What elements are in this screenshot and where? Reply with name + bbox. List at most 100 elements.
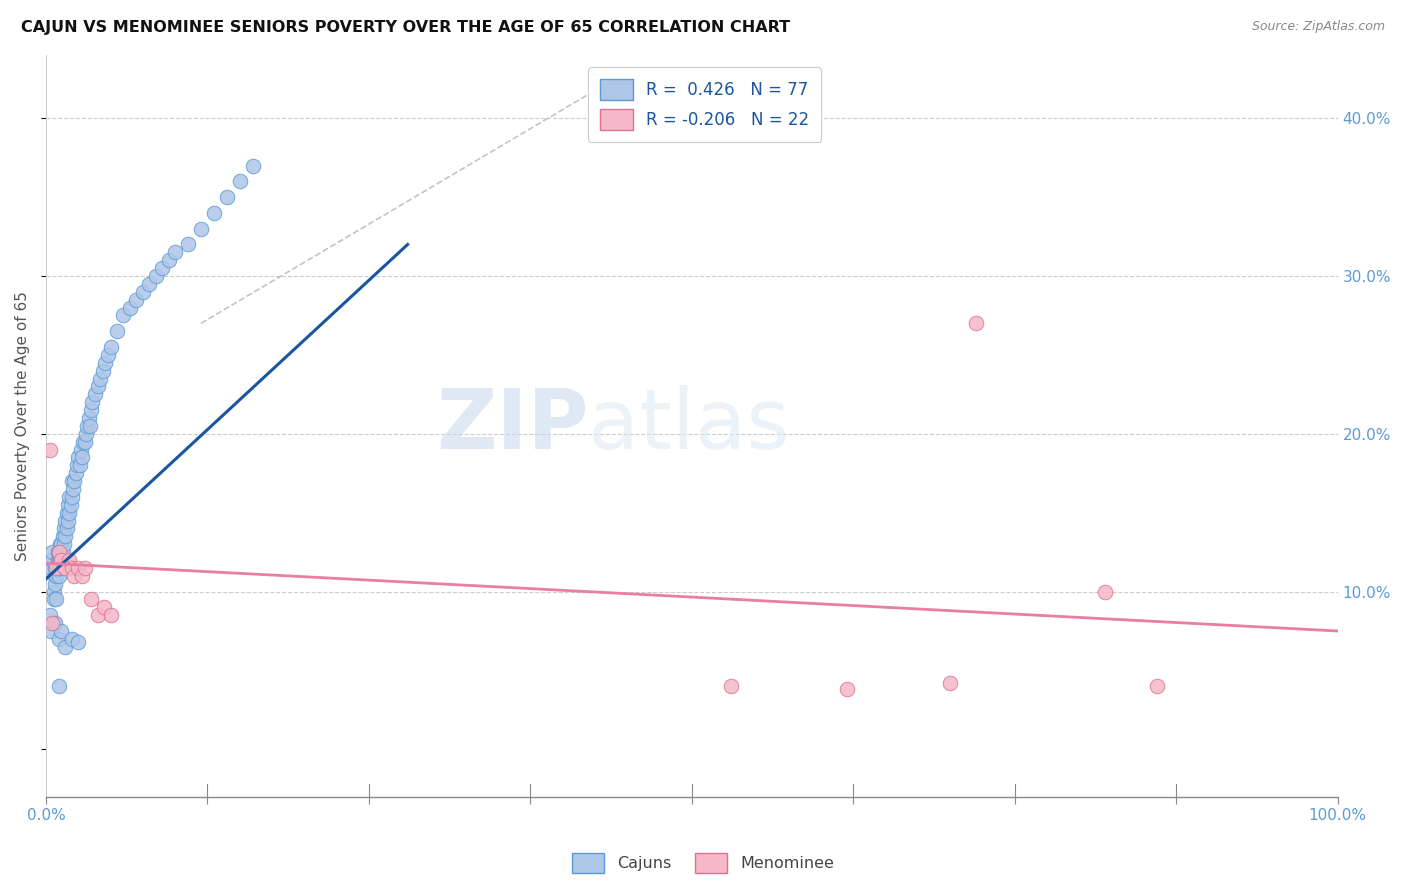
- Text: atlas: atlas: [589, 385, 790, 467]
- Point: [165, 245, 187, 260]
- Point: [69, 458, 91, 473]
- Point: [59, 498, 82, 512]
- Point: [42, 592, 65, 607]
- Point: [132, 285, 155, 299]
- Point: [89, 371, 111, 385]
- Point: [94, 356, 117, 370]
- Point: [48, 561, 70, 575]
- Point: [63, 569, 86, 583]
- Point: [76, 418, 98, 433]
- Point: [91, 364, 114, 378]
- Legend: R =  0.426   N = 77, R = -0.206   N = 22: R = 0.426 N = 77, R = -0.206 N = 22: [588, 67, 821, 142]
- Point: [39, 561, 62, 575]
- Point: [51, 537, 73, 551]
- Y-axis label: Seniors Poverty Over the Age of 65: Seniors Poverty Over the Age of 65: [15, 291, 30, 561]
- Point: [48, 545, 70, 559]
- Point: [38, 442, 60, 457]
- Text: ZIP: ZIP: [436, 385, 589, 467]
- Point: [70, 569, 93, 583]
- Point: [93, 600, 115, 615]
- Point: [150, 261, 173, 276]
- Point: [835, 682, 858, 697]
- Point: [86, 608, 108, 623]
- Point: [56, 514, 79, 528]
- Point: [77, 411, 100, 425]
- Point: [60, 561, 83, 575]
- Point: [55, 506, 77, 520]
- Point: [41, 553, 63, 567]
- Point: [228, 174, 250, 188]
- Point: [67, 450, 90, 465]
- Point: [51, 545, 73, 559]
- Point: [44, 569, 66, 583]
- Point: [52, 529, 75, 543]
- Point: [63, 474, 86, 488]
- Point: [80, 592, 103, 607]
- Point: [215, 190, 238, 204]
- Point: [86, 379, 108, 393]
- Point: [41, 545, 63, 559]
- Point: [70, 450, 93, 465]
- Point: [39, 624, 62, 638]
- Point: [53, 514, 76, 528]
- Point: [58, 506, 80, 520]
- Point: [60, 632, 83, 646]
- Point: [1094, 584, 1116, 599]
- Point: [48, 679, 70, 693]
- Point: [45, 561, 67, 575]
- Point: [118, 301, 141, 315]
- Point: [720, 679, 742, 693]
- Point: [73, 561, 96, 575]
- Point: [55, 521, 77, 535]
- Point: [1146, 679, 1168, 693]
- Point: [49, 561, 72, 575]
- Point: [46, 553, 69, 567]
- Point: [56, 498, 79, 512]
- Point: [138, 277, 160, 291]
- Point: [53, 521, 76, 535]
- Point: [46, 561, 69, 575]
- Point: [73, 434, 96, 449]
- Point: [42, 584, 65, 599]
- Point: [72, 434, 94, 449]
- Point: [157, 253, 180, 268]
- Point: [46, 545, 69, 559]
- Point: [41, 616, 63, 631]
- Point: [48, 545, 70, 559]
- Legend: Cajuns, Menominee: Cajuns, Menominee: [565, 847, 841, 880]
- Point: [67, 561, 90, 575]
- Point: [62, 482, 84, 496]
- Point: [125, 293, 148, 307]
- Point: [49, 553, 72, 567]
- Point: [177, 237, 200, 252]
- Point: [67, 635, 90, 649]
- Point: [51, 553, 73, 567]
- Point: [44, 616, 66, 631]
- Point: [45, 569, 67, 583]
- Point: [202, 206, 225, 220]
- Point: [97, 348, 120, 362]
- Point: [44, 576, 66, 591]
- Point: [60, 474, 83, 488]
- Point: [48, 553, 70, 567]
- Point: [100, 608, 122, 623]
- Point: [45, 592, 67, 607]
- Point: [100, 340, 122, 354]
- Point: [48, 632, 70, 646]
- Point: [52, 545, 75, 559]
- Point: [53, 640, 76, 654]
- Point: [58, 490, 80, 504]
- Point: [49, 537, 72, 551]
- Point: [38, 608, 60, 623]
- Point: [44, 561, 66, 575]
- Text: CAJUN VS MENOMINEE SENIORS POVERTY OVER THE AGE OF 65 CORRELATION CHART: CAJUN VS MENOMINEE SENIORS POVERTY OVER …: [21, 20, 790, 35]
- Point: [145, 268, 167, 283]
- Point: [66, 458, 89, 473]
- Point: [58, 553, 80, 567]
- Point: [70, 442, 93, 457]
- Point: [60, 490, 83, 504]
- Point: [242, 159, 264, 173]
- Point: [84, 387, 107, 401]
- Point: [939, 676, 962, 690]
- Point: [190, 221, 212, 235]
